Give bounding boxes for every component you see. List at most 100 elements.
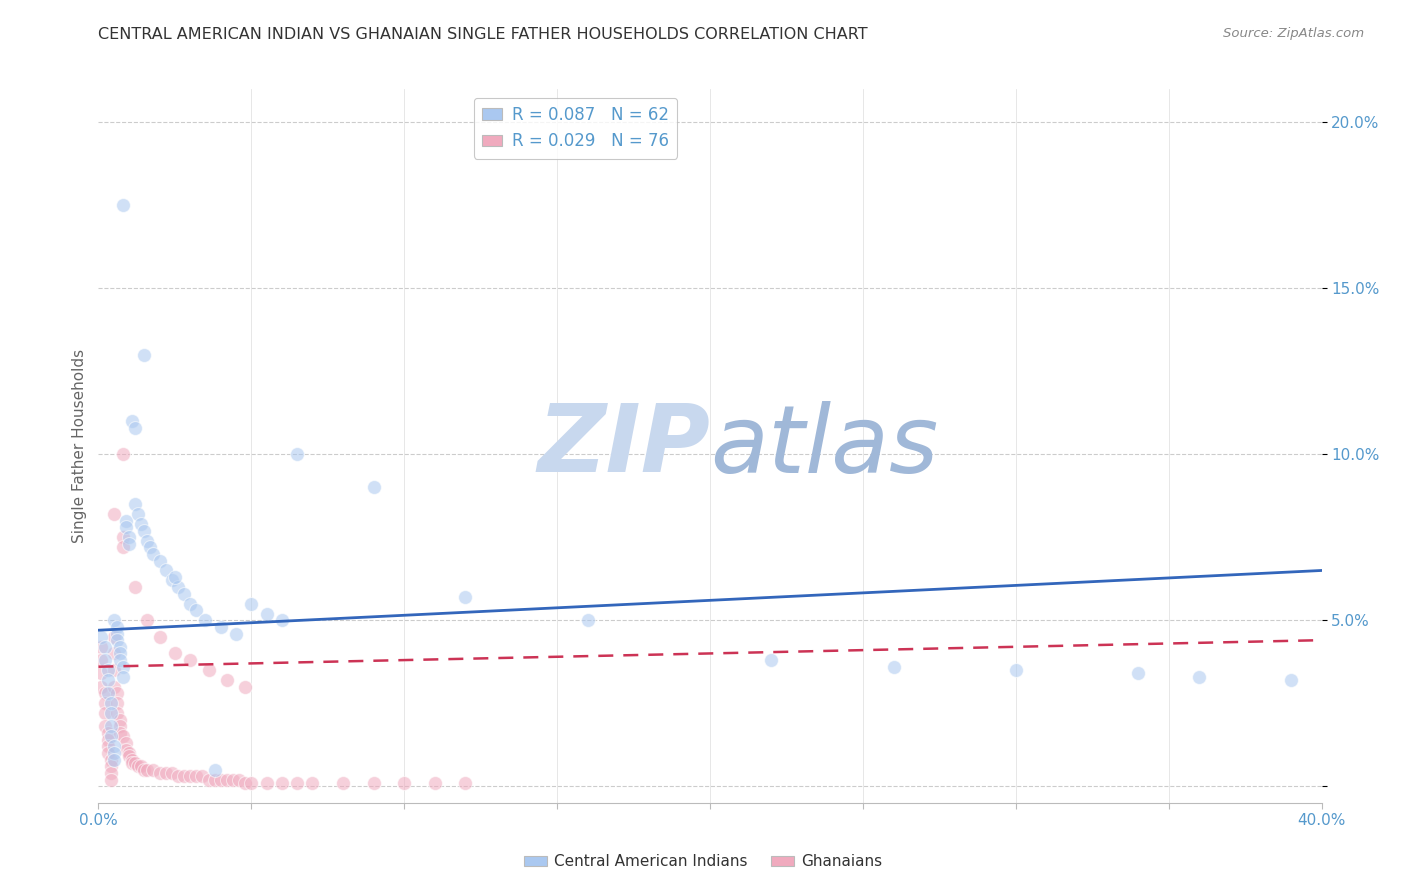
Point <box>134 348 156 362</box>
Point <box>103 507 125 521</box>
Point <box>233 776 256 790</box>
Point <box>97 746 120 760</box>
Point <box>204 763 226 777</box>
Point <box>111 198 134 212</box>
Point <box>209 620 232 634</box>
Legend: R = 0.087   N = 62, R = 0.029   N = 76: R = 0.087 N = 62, R = 0.029 N = 76 <box>474 97 678 159</box>
Point <box>256 776 278 790</box>
Point <box>392 776 416 790</box>
Point <box>111 730 134 744</box>
Point <box>105 696 128 710</box>
Point <box>111 659 134 673</box>
Point <box>103 647 125 661</box>
Point <box>97 686 120 700</box>
Point <box>111 530 134 544</box>
Point <box>285 776 308 790</box>
Point <box>105 686 128 700</box>
Point <box>103 613 125 627</box>
Point <box>179 653 201 667</box>
Point <box>134 763 156 777</box>
Point <box>121 756 143 770</box>
Point <box>90 653 112 667</box>
Point <box>105 620 128 634</box>
Point <box>155 564 177 578</box>
Point <box>111 447 134 461</box>
Point <box>100 772 122 787</box>
Point <box>103 753 125 767</box>
Point <box>103 663 125 677</box>
Y-axis label: Single Father Households: Single Father Households <box>72 349 87 543</box>
Text: CENTRAL AMERICAN INDIAN VS GHANAIAN SINGLE FATHER HOUSEHOLDS CORRELATION CHART: CENTRAL AMERICAN INDIAN VS GHANAIAN SING… <box>98 27 868 42</box>
Point <box>270 613 292 627</box>
Point <box>100 759 122 773</box>
Point <box>121 753 143 767</box>
Point <box>454 776 477 790</box>
Point <box>115 520 138 534</box>
Point <box>108 647 131 661</box>
Point <box>173 587 195 601</box>
Point <box>108 653 131 667</box>
Point <box>90 666 112 681</box>
Point <box>228 772 250 787</box>
Legend: Central American Indians, Ghanaians: Central American Indians, Ghanaians <box>517 848 889 875</box>
Point <box>139 540 162 554</box>
Point <box>93 719 115 733</box>
Point <box>97 739 120 754</box>
Point <box>1128 666 1150 681</box>
Point <box>215 772 238 787</box>
Point <box>1188 670 1211 684</box>
Text: Source: ZipAtlas.com: Source: ZipAtlas.com <box>1223 27 1364 40</box>
Point <box>194 613 217 627</box>
Point <box>179 597 201 611</box>
Point <box>100 730 122 744</box>
Point <box>215 673 238 687</box>
Point <box>240 597 263 611</box>
Point <box>90 630 112 644</box>
Point <box>225 626 247 640</box>
Point <box>90 640 112 654</box>
Point <box>115 736 138 750</box>
Point <box>124 421 146 435</box>
Point <box>118 530 141 544</box>
Point <box>124 756 146 770</box>
Point <box>97 663 120 677</box>
Point <box>240 776 263 790</box>
Point <box>108 713 131 727</box>
Point <box>163 570 186 584</box>
Point <box>160 766 183 780</box>
Point <box>209 772 232 787</box>
Point <box>423 776 446 790</box>
Point <box>186 603 208 617</box>
Point <box>127 507 149 521</box>
Point <box>93 686 115 700</box>
Point <box>136 763 159 777</box>
Point <box>222 772 245 787</box>
Point <box>103 630 125 644</box>
Point <box>149 766 172 780</box>
Point <box>100 766 122 780</box>
Point <box>115 514 138 528</box>
Point <box>108 719 131 733</box>
Point <box>108 640 131 654</box>
Point <box>155 766 177 780</box>
Point <box>93 696 115 710</box>
Point <box>100 696 122 710</box>
Point <box>100 719 122 733</box>
Point <box>197 663 219 677</box>
Point <box>332 776 354 790</box>
Point <box>883 659 905 673</box>
Point <box>142 763 165 777</box>
Point <box>149 630 172 644</box>
Point <box>100 706 122 721</box>
Point <box>105 706 128 721</box>
Point <box>759 653 782 667</box>
Point <box>93 640 115 654</box>
Point <box>163 647 186 661</box>
Point <box>301 776 323 790</box>
Point <box>129 759 152 773</box>
Point <box>127 759 149 773</box>
Point <box>121 414 143 428</box>
Point <box>149 553 172 567</box>
Point <box>90 680 112 694</box>
Point <box>103 680 125 694</box>
